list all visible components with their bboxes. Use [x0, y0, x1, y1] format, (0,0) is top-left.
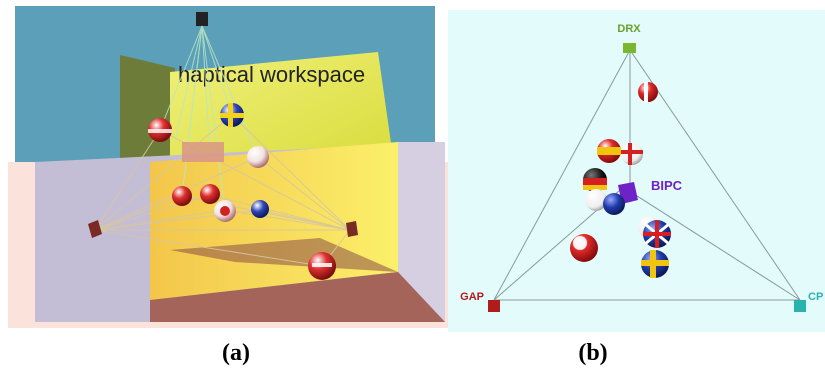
flag-ball [570, 234, 598, 262]
flag-ball [247, 146, 269, 168]
wall-label: haptical workspace [178, 62, 365, 87]
top-strings [159, 25, 259, 211]
flag-ball-cross [220, 113, 244, 118]
flag-ball [172, 186, 192, 206]
flag-ball [585, 189, 607, 211]
flag-ball [200, 184, 220, 204]
caption-b: (b) [578, 340, 608, 366]
gap-label: GAP [460, 291, 484, 303]
flag-ball [638, 82, 658, 102]
cp-node-cube [794, 300, 806, 312]
drx-node-cube [623, 43, 636, 53]
triangle-edges [493, 49, 801, 301]
panel-b-background [448, 10, 825, 332]
room-floor [150, 272, 445, 322]
flag-ball-dot [220, 206, 230, 216]
floor-shadow [170, 238, 398, 272]
caption-a: (a) [222, 340, 250, 366]
flag-ball [583, 168, 607, 192]
drx-label: DRX [617, 23, 641, 35]
panel-a-haptic-workspace: haptical workspace [0, 0, 455, 330]
top-anchor-cube [196, 12, 208, 26]
flag-ball [621, 143, 643, 165]
flag-ball [641, 250, 669, 278]
gap-node-cube [488, 300, 500, 312]
room-right-wall [398, 142, 445, 322]
panel-b-triangle-view: DRX GAP CP BIPC [448, 10, 825, 332]
flag-ball-stripe [148, 129, 172, 133]
flag-ball-stripe [312, 263, 332, 267]
flag-ball [643, 220, 671, 248]
panel-a-scene: haptical workspace [8, 6, 455, 328]
flag-ball [251, 200, 269, 218]
flag-ball [597, 139, 621, 163]
right-anchor-cube [346, 221, 358, 237]
panel-b-scene: DRX GAP CP BIPC [448, 10, 825, 332]
side-strings [94, 114, 351, 267]
flag-ball [603, 193, 625, 215]
left-anchor-cube [88, 220, 102, 238]
cp-label: CP [808, 291, 823, 303]
flag-ball-cluster [182, 142, 224, 162]
bipc-label: BIPC [651, 178, 683, 193]
